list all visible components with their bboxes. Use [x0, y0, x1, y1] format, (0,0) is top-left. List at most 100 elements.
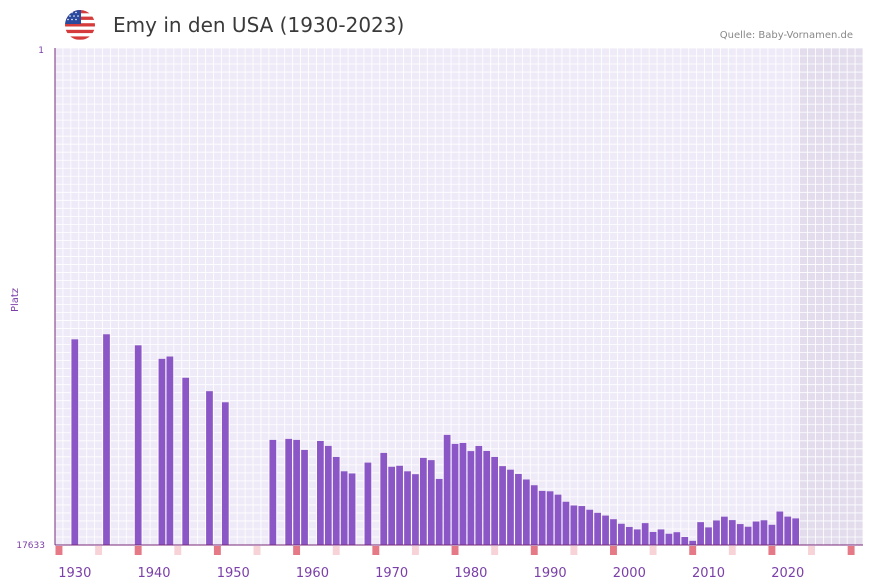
bar	[317, 440, 324, 545]
bar	[673, 532, 681, 545]
bar	[689, 540, 697, 545]
half-decade-marker	[332, 546, 340, 555]
y-axis-label: Platz	[10, 288, 21, 312]
half-decade-marker	[491, 546, 499, 555]
bar	[388, 466, 396, 545]
bar	[435, 478, 443, 545]
bar	[459, 442, 467, 545]
bar	[530, 485, 538, 545]
decade-marker	[293, 546, 301, 555]
bar	[396, 465, 403, 545]
half-decade-marker	[570, 546, 578, 555]
y-tick-label: 1	[38, 46, 44, 56]
bar	[633, 529, 641, 545]
bar	[578, 506, 586, 545]
bar	[499, 466, 506, 545]
x-tick-label: 1930	[58, 566, 91, 581]
chart-title: Emy in den USA (1930-2023)	[113, 13, 405, 37]
bar	[697, 522, 704, 545]
bar	[158, 358, 166, 545]
bar	[625, 526, 633, 545]
bar	[515, 473, 522, 545]
bar	[419, 457, 427, 545]
decade-marker	[134, 546, 142, 555]
bar	[522, 479, 530, 545]
bar	[404, 471, 411, 545]
bar	[427, 460, 435, 545]
bar	[776, 511, 784, 545]
bar	[412, 474, 419, 545]
bar	[324, 445, 332, 545]
bar	[206, 391, 213, 545]
bar	[681, 536, 689, 545]
x-tick-label: 1960	[296, 566, 329, 581]
decade-marker	[55, 546, 63, 555]
bar	[562, 501, 570, 545]
bar	[103, 334, 110, 545]
bar	[340, 471, 348, 545]
bar	[538, 490, 546, 545]
bar	[586, 509, 594, 545]
bar	[554, 494, 562, 545]
decade-marker	[451, 546, 459, 555]
bar	[649, 531, 657, 545]
bar	[134, 345, 142, 545]
x-tick-label: 2010	[692, 566, 725, 581]
source-credit: Quelle: Baby-Vornamen.de	[719, 30, 853, 41]
bar	[364, 462, 372, 545]
bar	[443, 434, 451, 545]
x-tick-label: 1980	[454, 566, 487, 581]
bar	[665, 533, 673, 545]
bar	[285, 438, 293, 545]
decade-marker	[213, 546, 221, 555]
bar	[736, 524, 744, 545]
bar	[451, 443, 459, 545]
bar	[507, 469, 514, 545]
bar	[618, 523, 625, 545]
bar	[467, 451, 475, 545]
bar	[483, 450, 491, 545]
x-tick-label: 1950	[217, 566, 250, 581]
bar	[348, 473, 356, 545]
x-tick-label: 2000	[613, 566, 646, 581]
decade-marker	[689, 546, 697, 555]
bar	[332, 456, 340, 545]
bar	[301, 449, 308, 545]
half-decade-marker	[253, 546, 261, 555]
bar	[546, 491, 554, 545]
decade-marker	[530, 546, 538, 555]
x-tick-label: 1940	[137, 566, 170, 581]
bar	[570, 505, 578, 545]
bar	[602, 515, 609, 545]
half-decade-marker	[808, 546, 815, 555]
x-tick-label: 2020	[771, 566, 804, 581]
decade-marker	[847, 546, 855, 555]
bar	[221, 402, 229, 545]
bar	[721, 516, 728, 545]
bar	[705, 527, 712, 545]
bar	[728, 520, 736, 545]
decade-marker	[372, 546, 380, 555]
bar	[784, 516, 792, 545]
bar	[641, 523, 649, 545]
bar	[166, 356, 174, 545]
x-tick-label: 1990	[534, 566, 567, 581]
half-decade-marker	[649, 546, 657, 555]
half-decade-marker	[174, 546, 182, 555]
bar	[594, 512, 601, 545]
bar	[744, 526, 752, 545]
bar	[71, 339, 79, 545]
bar	[792, 518, 800, 545]
bar	[768, 524, 776, 545]
half-decade-marker	[95, 546, 103, 555]
bar	[713, 520, 720, 545]
bar	[182, 377, 190, 545]
decade-marker	[768, 546, 776, 555]
bar	[293, 439, 300, 545]
half-decade-marker	[728, 546, 736, 555]
bar	[760, 520, 768, 545]
x-tick-label: 1970	[375, 566, 408, 581]
bar	[380, 452, 388, 545]
bar	[475, 445, 483, 545]
